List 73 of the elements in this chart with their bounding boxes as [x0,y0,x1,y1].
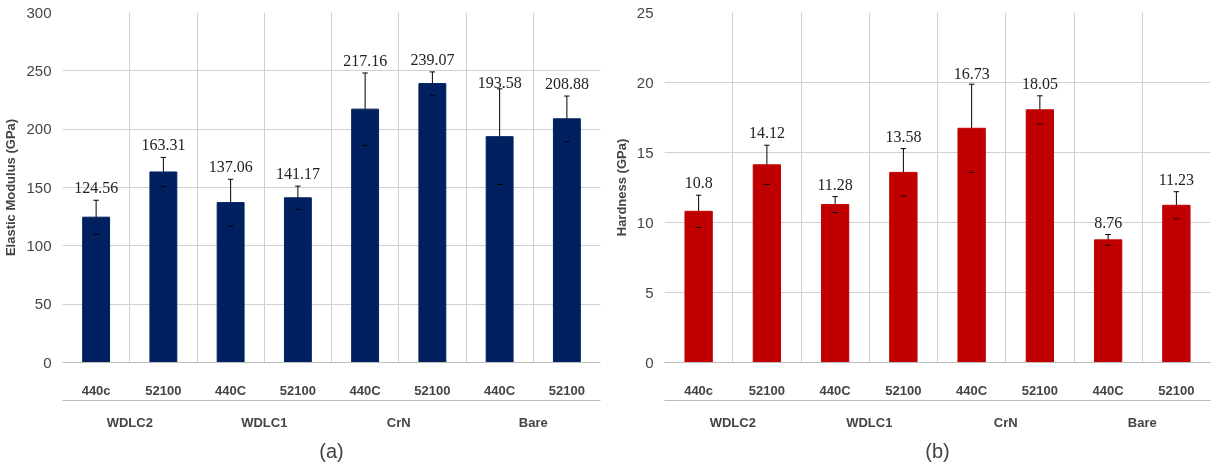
data-label: 124.56 [74,179,119,197]
x-tick-label: 52100 [548,382,585,398]
data-label: 10.8 [684,174,713,192]
bar [820,204,850,363]
data-label: 141.17 [275,165,320,183]
bar [485,136,514,363]
x-tick-label: 440C [484,382,516,398]
x-tick-label: 440C [215,382,247,398]
y-tick-label: 0 [43,353,52,371]
x-tick-label: 52100 [885,382,922,398]
bar [283,197,312,363]
y-tick-label: 25 [636,3,654,21]
y-tick-label: 200 [26,120,52,138]
y-tick-label: 5 [645,283,654,301]
y-tick-label: 50 [34,295,52,313]
y-tick-label: 100 [26,236,52,254]
x-tick-label: 52100 [414,382,451,398]
bar [1093,239,1123,363]
x-tick-label: 440C [1092,382,1125,398]
data-label: 16.73 [953,65,990,83]
data-label: 137.06 [208,158,253,176]
bar [957,127,986,363]
bar [552,118,581,363]
text: Bare [518,414,548,430]
y-tick-label: 150 [26,178,52,196]
bar [351,108,380,363]
data-label: 18.05 [1021,74,1058,92]
data-label: 14.12 [748,124,785,142]
bar [418,83,447,363]
y-tick-label: 0 [645,353,654,371]
data-label: 208.88 [544,75,589,93]
y-tick-label: 10 [636,213,654,231]
text: CrN [993,414,1018,430]
bar [216,202,245,363]
y-tick-label: 300 [26,3,52,21]
data-label: 239.07 [410,50,455,68]
text: WDLC2 [106,414,153,430]
data-label: 13.58 [885,127,922,145]
x-tick-label: 52100 [1158,382,1195,398]
data-label: 11.23 [1158,170,1195,188]
text: WDLC1 [241,414,288,430]
bar [752,164,782,363]
text: (b) [925,439,950,462]
text: (a) [319,439,344,462]
x-tick-label: 52100 [748,382,785,398]
y-tick-label: 15 [636,143,654,161]
x-tick-label: 52100 [145,382,182,398]
bar [149,171,178,363]
data-label: 11.28 [817,175,853,193]
x-tick-label: 440C [819,382,852,398]
y-tick-label: 20 [636,73,654,91]
data-label: 8.76 [1094,213,1123,231]
bar [1025,109,1055,363]
y-tick-label: 250 [26,61,52,79]
y-axis-title: Elastic Modulus (GPa) [3,118,19,257]
text: Bare [1127,414,1157,430]
y-axis-title: Hardness (GPa) [613,138,629,237]
bar [82,216,111,363]
x-tick-label: 440c [81,382,111,398]
bar [684,210,713,363]
text: CrN [386,414,411,430]
text: WDLC1 [846,414,893,430]
x-tick-label: 440c [684,382,714,398]
x-tick-label: 52100 [279,382,316,398]
bar [889,171,918,363]
x-tick-label: 440C [956,382,988,398]
data-label: 193.58 [477,73,522,91]
data-label: 163.31 [141,136,186,154]
data-label: 217.16 [343,51,388,69]
x-tick-label: 440C [349,382,382,398]
bar [1162,204,1191,363]
x-tick-label: 52100 [1021,382,1058,398]
text: WDLC2 [709,414,756,430]
